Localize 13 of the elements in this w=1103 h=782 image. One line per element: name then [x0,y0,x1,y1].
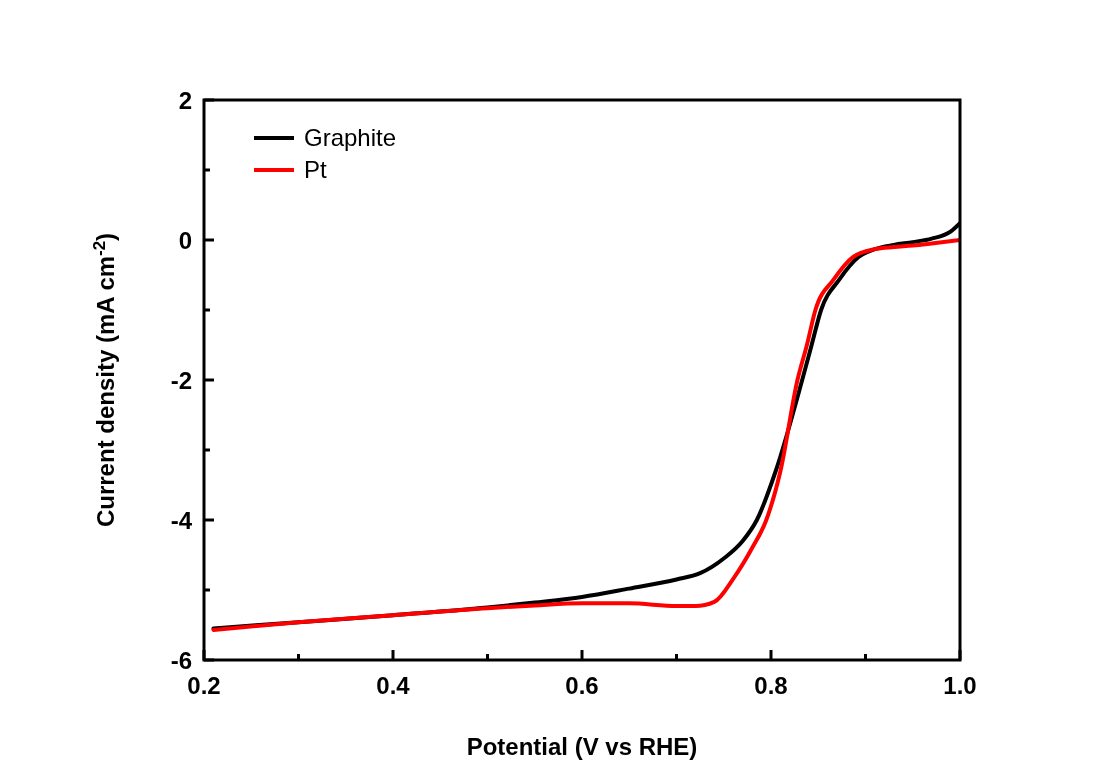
y-tick-label: 0 [178,227,192,254]
x-tick-label: 0.2 [187,672,221,699]
legend-label: Pt [304,156,328,183]
y-tick-label: 2 [178,87,192,114]
x-tick-label: 0.6 [565,672,599,699]
x-tick-label: 1.0 [943,672,977,699]
y-tick-label: -4 [170,507,193,534]
x-axis-title: Potential (V vs RHE) [466,733,698,760]
x-tick-label: 0.4 [376,672,411,699]
x-tick-label: 0.8 [754,672,788,699]
y-tick-label: -6 [170,647,192,674]
y-tick-label: -2 [170,367,192,394]
legend-label: Graphite [304,124,397,151]
